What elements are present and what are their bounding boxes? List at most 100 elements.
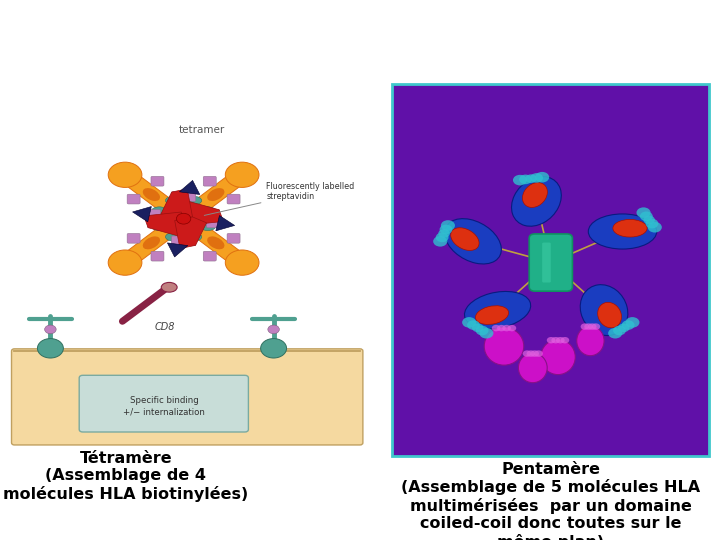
Ellipse shape: [200, 222, 216, 231]
FancyBboxPatch shape: [171, 192, 184, 201]
Circle shape: [534, 350, 543, 357]
Polygon shape: [118, 170, 190, 224]
Circle shape: [268, 325, 279, 334]
Ellipse shape: [166, 233, 181, 241]
Circle shape: [608, 328, 622, 339]
Circle shape: [618, 323, 629, 332]
Ellipse shape: [225, 162, 259, 187]
Ellipse shape: [523, 183, 547, 207]
FancyBboxPatch shape: [207, 218, 220, 228]
Polygon shape: [179, 180, 200, 194]
FancyBboxPatch shape: [79, 375, 248, 432]
Circle shape: [640, 212, 653, 221]
Circle shape: [462, 317, 476, 328]
Ellipse shape: [484, 327, 523, 365]
Circle shape: [440, 225, 452, 234]
Polygon shape: [167, 243, 188, 257]
Text: Pentamère
(Assemblage de 5 molécules HLA
multimérisées  par un domaine
coiled-co: Pentamère (Assemblage de 5 molécules HLA…: [401, 462, 701, 540]
FancyBboxPatch shape: [151, 177, 164, 186]
Text: tetramer: tetramer: [179, 125, 225, 135]
Circle shape: [636, 207, 651, 218]
Ellipse shape: [200, 207, 216, 215]
Circle shape: [531, 350, 539, 357]
FancyBboxPatch shape: [148, 210, 161, 219]
Ellipse shape: [207, 188, 225, 201]
Polygon shape: [175, 217, 207, 248]
Circle shape: [519, 174, 532, 184]
Circle shape: [492, 325, 500, 332]
Ellipse shape: [451, 228, 479, 251]
Circle shape: [584, 323, 593, 330]
Polygon shape: [144, 212, 186, 236]
Ellipse shape: [143, 188, 160, 201]
Circle shape: [613, 326, 626, 335]
Circle shape: [552, 337, 560, 343]
Polygon shape: [216, 215, 235, 231]
Circle shape: [556, 337, 564, 343]
Ellipse shape: [225, 250, 259, 275]
Circle shape: [526, 350, 535, 357]
FancyBboxPatch shape: [151, 251, 164, 261]
Circle shape: [433, 236, 447, 247]
Circle shape: [513, 175, 527, 185]
Ellipse shape: [151, 207, 167, 215]
Ellipse shape: [588, 214, 657, 249]
Polygon shape: [161, 189, 192, 220]
Circle shape: [45, 325, 56, 334]
Ellipse shape: [541, 340, 575, 375]
Circle shape: [467, 320, 480, 330]
FancyBboxPatch shape: [171, 236, 184, 246]
Circle shape: [438, 229, 450, 238]
Circle shape: [644, 215, 655, 224]
Text: +/− internalization: +/− internalization: [123, 408, 205, 416]
Polygon shape: [132, 206, 151, 222]
Ellipse shape: [108, 250, 142, 275]
Circle shape: [561, 337, 570, 343]
Ellipse shape: [580, 285, 628, 335]
Circle shape: [436, 233, 449, 242]
Circle shape: [37, 339, 63, 358]
Circle shape: [646, 219, 658, 228]
Ellipse shape: [186, 233, 202, 241]
FancyBboxPatch shape: [207, 210, 220, 219]
FancyBboxPatch shape: [542, 242, 551, 282]
Circle shape: [621, 320, 634, 330]
Circle shape: [530, 173, 543, 183]
Circle shape: [588, 323, 597, 330]
Ellipse shape: [161, 282, 177, 292]
Ellipse shape: [445, 219, 501, 264]
Text: Specific binding: Specific binding: [130, 396, 199, 405]
FancyBboxPatch shape: [12, 349, 363, 445]
Polygon shape: [181, 201, 223, 225]
FancyBboxPatch shape: [227, 233, 240, 243]
Polygon shape: [177, 214, 249, 268]
FancyBboxPatch shape: [127, 194, 140, 204]
Ellipse shape: [464, 292, 531, 329]
Text: Fluorescently labelled
streptavidin: Fluorescently labelled streptavidin: [204, 182, 355, 215]
Circle shape: [176, 213, 191, 224]
Bar: [392, 84, 709, 456]
Ellipse shape: [475, 306, 508, 325]
Circle shape: [523, 350, 531, 357]
Circle shape: [626, 317, 639, 328]
Ellipse shape: [613, 219, 647, 237]
FancyBboxPatch shape: [183, 236, 196, 246]
Ellipse shape: [143, 237, 160, 249]
Circle shape: [441, 220, 455, 231]
Circle shape: [497, 325, 505, 332]
Ellipse shape: [577, 326, 604, 356]
FancyBboxPatch shape: [203, 177, 216, 186]
Ellipse shape: [186, 197, 202, 205]
Circle shape: [526, 174, 537, 183]
Circle shape: [592, 323, 600, 330]
Circle shape: [580, 323, 589, 330]
Circle shape: [508, 325, 516, 332]
FancyBboxPatch shape: [227, 194, 240, 204]
Ellipse shape: [518, 353, 547, 383]
Ellipse shape: [108, 162, 142, 187]
Circle shape: [535, 172, 549, 183]
Text: CD8: CD8: [155, 322, 175, 332]
Circle shape: [476, 326, 488, 335]
Circle shape: [472, 323, 484, 332]
FancyBboxPatch shape: [183, 192, 196, 201]
